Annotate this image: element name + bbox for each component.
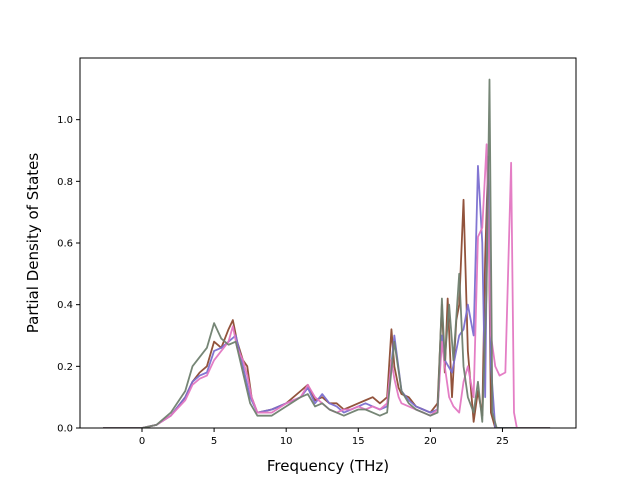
series-layer: [103, 78, 551, 428]
y-tick-label: 0.4: [57, 300, 73, 311]
y-tick-label: 0.6: [57, 239, 73, 250]
y-tick-label: 0.0: [57, 424, 73, 435]
y-tick-label: 0.8: [57, 177, 73, 188]
x-tick-label: 20: [424, 436, 437, 447]
x-tick-label: 15: [352, 436, 365, 447]
y-tick-label: 0.2: [57, 362, 73, 373]
series-line-4: [103, 78, 551, 428]
x-tick-label: 25: [496, 436, 509, 447]
y-tick-label: 1.0: [57, 115, 73, 126]
y-axis-label: Partial Density of States: [24, 153, 42, 334]
x-tick-label: 10: [280, 436, 293, 447]
x-tick-label: 5: [211, 436, 217, 447]
x-axis: 0 5 10 15 20 25: [139, 428, 509, 447]
series-line-2: [103, 155, 551, 428]
x-tick-label: 0: [139, 436, 145, 447]
y-axis: 0.0 0.2 0.4 0.6 0.8 1.0: [57, 115, 80, 435]
x-axis-label: Frequency (THz): [267, 457, 389, 475]
